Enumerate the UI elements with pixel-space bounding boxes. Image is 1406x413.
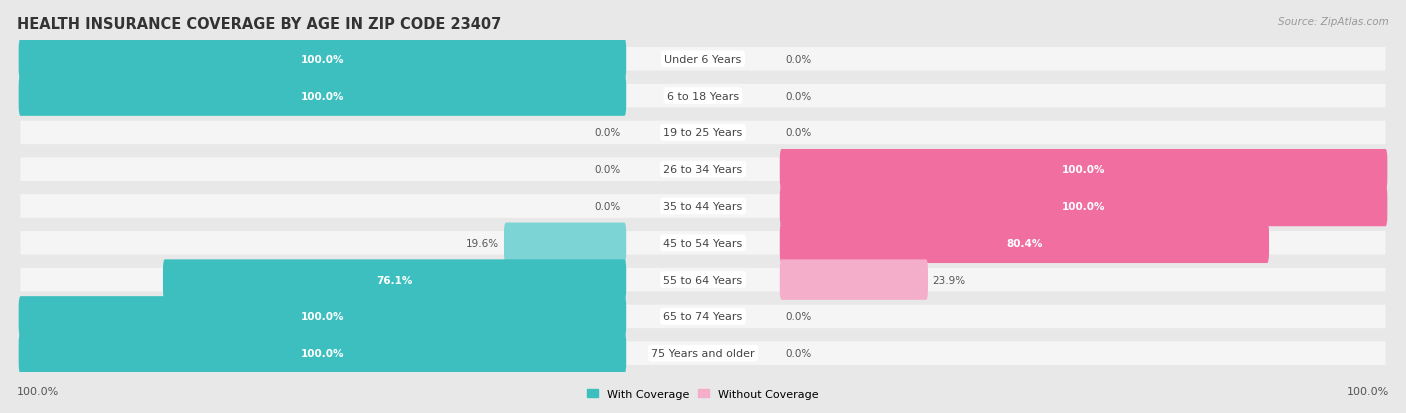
- Text: 100.0%: 100.0%: [1062, 202, 1105, 211]
- Text: 0.0%: 0.0%: [595, 202, 621, 211]
- FancyBboxPatch shape: [21, 268, 1385, 292]
- Text: 0.0%: 0.0%: [785, 348, 811, 358]
- FancyBboxPatch shape: [21, 231, 1385, 255]
- FancyBboxPatch shape: [21, 121, 1385, 145]
- FancyBboxPatch shape: [21, 158, 1385, 182]
- FancyBboxPatch shape: [18, 76, 626, 116]
- Text: 19 to 25 Years: 19 to 25 Years: [664, 128, 742, 138]
- FancyBboxPatch shape: [780, 223, 1270, 263]
- FancyBboxPatch shape: [18, 297, 626, 337]
- Text: 19.6%: 19.6%: [467, 238, 499, 248]
- Text: 100.0%: 100.0%: [301, 312, 344, 322]
- Text: HEALTH INSURANCE COVERAGE BY AGE IN ZIP CODE 23407: HEALTH INSURANCE COVERAGE BY AGE IN ZIP …: [17, 17, 501, 31]
- FancyBboxPatch shape: [21, 342, 1385, 365]
- Text: 0.0%: 0.0%: [785, 91, 811, 101]
- Text: Source: ZipAtlas.com: Source: ZipAtlas.com: [1278, 17, 1389, 26]
- Text: 45 to 54 Years: 45 to 54 Years: [664, 238, 742, 248]
- Text: 100.0%: 100.0%: [1347, 387, 1389, 396]
- FancyBboxPatch shape: [21, 195, 1385, 218]
- Text: 0.0%: 0.0%: [785, 312, 811, 322]
- Text: 0.0%: 0.0%: [595, 128, 621, 138]
- FancyBboxPatch shape: [21, 85, 1385, 108]
- Text: 100.0%: 100.0%: [1062, 165, 1105, 175]
- Text: 0.0%: 0.0%: [785, 128, 811, 138]
- Text: 26 to 34 Years: 26 to 34 Years: [664, 165, 742, 175]
- Text: 100.0%: 100.0%: [301, 348, 344, 358]
- FancyBboxPatch shape: [21, 48, 1385, 71]
- Legend: With Coverage, Without Coverage: With Coverage, Without Coverage: [582, 385, 824, 404]
- FancyBboxPatch shape: [780, 186, 1388, 227]
- Text: Under 6 Years: Under 6 Years: [665, 55, 741, 65]
- Text: 76.1%: 76.1%: [377, 275, 413, 285]
- FancyBboxPatch shape: [18, 333, 626, 373]
- FancyBboxPatch shape: [18, 40, 626, 80]
- Text: 6 to 18 Years: 6 to 18 Years: [666, 91, 740, 101]
- Text: 75 Years and older: 75 Years and older: [651, 348, 755, 358]
- Text: 100.0%: 100.0%: [17, 387, 59, 396]
- Text: 55 to 64 Years: 55 to 64 Years: [664, 275, 742, 285]
- Text: 80.4%: 80.4%: [1007, 238, 1043, 248]
- FancyBboxPatch shape: [163, 260, 626, 300]
- Text: 65 to 74 Years: 65 to 74 Years: [664, 312, 742, 322]
- Text: 35 to 44 Years: 35 to 44 Years: [664, 202, 742, 211]
- Text: 23.9%: 23.9%: [932, 275, 966, 285]
- FancyBboxPatch shape: [780, 150, 1388, 190]
- Text: 100.0%: 100.0%: [301, 91, 344, 101]
- FancyBboxPatch shape: [780, 260, 928, 300]
- Text: 0.0%: 0.0%: [785, 55, 811, 65]
- FancyBboxPatch shape: [503, 223, 626, 263]
- Text: 0.0%: 0.0%: [595, 165, 621, 175]
- FancyBboxPatch shape: [21, 305, 1385, 328]
- Text: 100.0%: 100.0%: [301, 55, 344, 65]
